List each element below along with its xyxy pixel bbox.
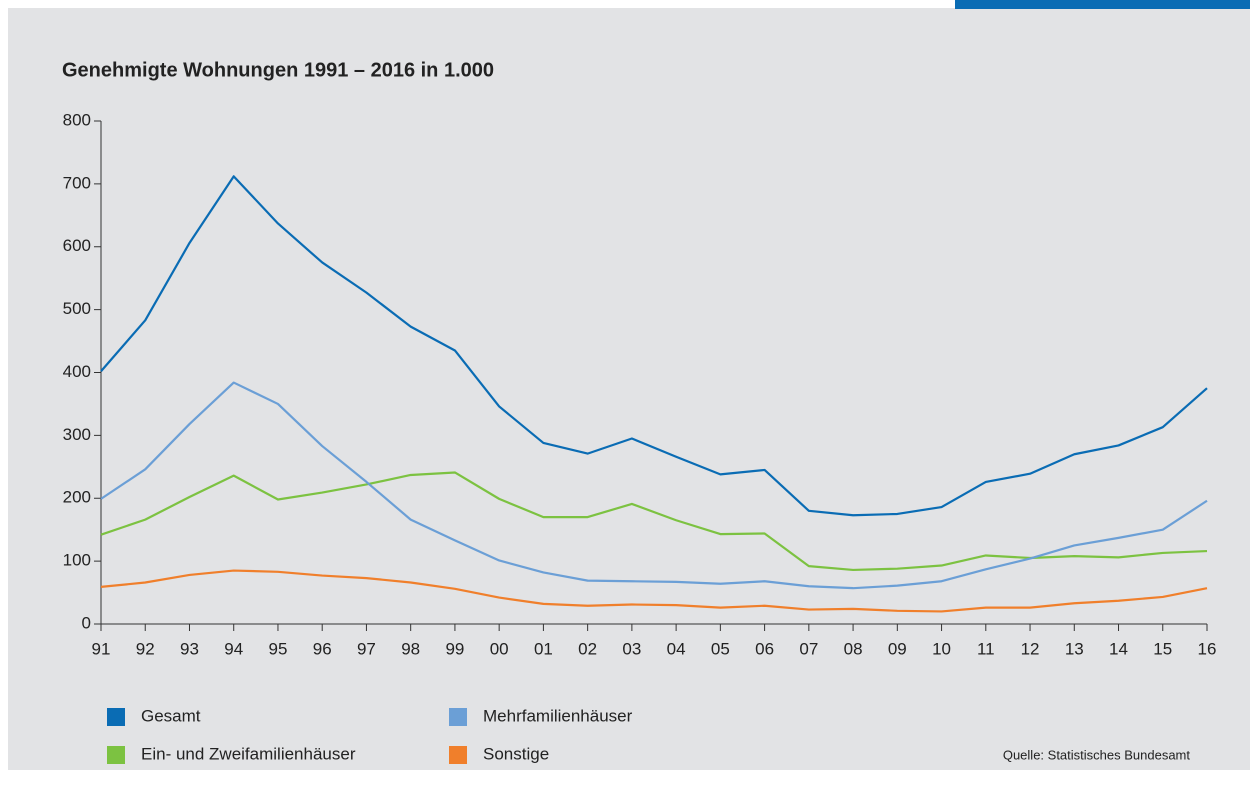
y-tick-label: 600 — [63, 236, 91, 255]
legend-swatch — [107, 746, 125, 764]
x-tick-label: 14 — [1109, 639, 1128, 658]
x-tick-label: 03 — [622, 639, 641, 658]
series-line — [100, 381, 1208, 590]
legend-swatch — [449, 708, 467, 726]
legend-label: Sonstige — [483, 744, 549, 763]
legend-swatch — [449, 746, 467, 764]
x-tick-label: 08 — [844, 639, 863, 658]
x-tick-label: 10 — [932, 639, 951, 658]
legend-swatch — [107, 708, 125, 726]
series-line — [100, 569, 1208, 613]
x-tick-label: 07 — [799, 639, 818, 658]
y-tick-label: 100 — [63, 551, 91, 570]
legend-label: Mehrfamilienhäuser — [483, 706, 633, 725]
x-tick-label: 96 — [313, 639, 332, 658]
x-tick-label: 94 — [224, 639, 243, 658]
x-tick-label: 06 — [755, 639, 774, 658]
x-tick-label: 02 — [578, 639, 597, 658]
panel — [8, 8, 1250, 770]
series-line — [100, 175, 1208, 517]
x-tick-label: 15 — [1153, 639, 1172, 658]
x-tick-label: 98 — [401, 639, 420, 658]
top-bar — [955, 0, 1250, 9]
x-tick-label: 09 — [888, 639, 907, 658]
y-tick-label: 0 — [82, 613, 91, 632]
x-tick-label: 93 — [180, 639, 199, 658]
y-tick-label: 300 — [63, 425, 91, 444]
y-tick-label: 700 — [63, 173, 91, 192]
x-tick-label: 16 — [1198, 639, 1217, 658]
x-tick-label: 12 — [1021, 639, 1040, 658]
y-tick-label: 800 — [63, 110, 91, 129]
source: Quelle: Statistisches Bundesamt — [1003, 747, 1191, 762]
series-line — [100, 471, 1208, 572]
x-tick-label: 91 — [92, 639, 111, 658]
x-tick-label: 99 — [445, 639, 464, 658]
x-tick-label: 92 — [136, 639, 155, 658]
x-tick-label: 13 — [1065, 639, 1084, 658]
x-tick-label: 04 — [667, 639, 686, 658]
y-tick-label: 400 — [63, 362, 91, 381]
x-tick-label: 01 — [534, 639, 553, 658]
legend-label: Gesamt — [141, 706, 201, 725]
x-tick-label: 11 — [977, 639, 995, 658]
y-tick-label: 500 — [63, 299, 91, 318]
x-tick-label: 95 — [268, 639, 287, 658]
chart-title: Genehmigte Wohnungen 1991 – 2016 in 1.00… — [62, 59, 494, 81]
x-tick-label: 97 — [357, 639, 376, 658]
legend-label: Ein- und Zweifamilienhäuser — [141, 744, 356, 763]
x-tick-label: 00 — [490, 639, 509, 658]
x-tick-label: 05 — [711, 639, 730, 658]
y-tick-label: 200 — [63, 488, 91, 507]
